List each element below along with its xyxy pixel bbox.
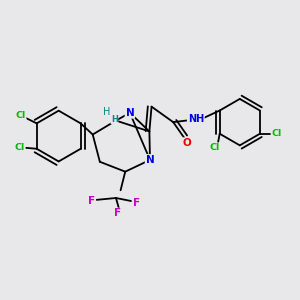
Text: F: F	[114, 208, 121, 218]
Text: Cl: Cl	[272, 129, 282, 138]
Text: F: F	[133, 198, 140, 208]
Text: NH: NH	[188, 114, 204, 124]
Text: Cl: Cl	[210, 143, 220, 152]
Text: N: N	[125, 108, 134, 118]
Text: Cl: Cl	[16, 111, 26, 120]
Text: F: F	[88, 196, 95, 206]
Text: H: H	[111, 115, 118, 124]
Text: Cl: Cl	[14, 143, 25, 152]
Text: H: H	[103, 107, 110, 117]
Text: N: N	[146, 155, 154, 165]
Text: O: O	[183, 138, 191, 148]
